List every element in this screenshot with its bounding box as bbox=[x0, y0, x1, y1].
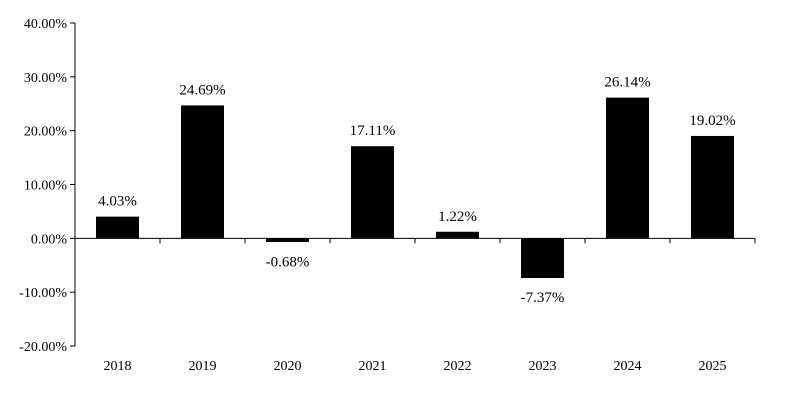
data-label-2025: 19.02% bbox=[689, 113, 735, 129]
x-tick-label: 2019 bbox=[189, 359, 217, 374]
data-label-2020: -0.68% bbox=[266, 254, 310, 270]
data-label-2018: 4.03% bbox=[98, 194, 137, 210]
x-tick-label: 2023 bbox=[529, 359, 557, 374]
bar-2022 bbox=[436, 231, 479, 239]
bar-2018 bbox=[96, 216, 139, 239]
bar-2023 bbox=[521, 238, 564, 279]
x-tick-label: 2018 bbox=[104, 359, 132, 374]
y-tick-label: -10.00% bbox=[19, 286, 67, 301]
data-label-2023: -7.37% bbox=[521, 290, 565, 306]
x-tick-label: 2022 bbox=[444, 359, 472, 374]
bar-2021 bbox=[351, 146, 394, 239]
data-labels: 4.03% 24.69% -0.68% 17.11% 1.22% -7.37% 26.14%… bbox=[98, 75, 736, 306]
data-label-2022: 1.22% bbox=[438, 209, 477, 225]
data-label-2024: 26.14% bbox=[604, 75, 650, 91]
x-tick-label: 2020 bbox=[274, 359, 302, 374]
x-axis: 2018 2019 2020 2021 2022 2023 2024 2025 bbox=[74, 237, 756, 374]
y-tick-label: 20.00% bbox=[24, 125, 68, 140]
bar-2024 bbox=[606, 97, 649, 239]
y-tick-label: 40.00% bbox=[24, 17, 68, 32]
y-axis: 40.00% 30.00% 20.00% 10.00% 0.00% -10.00% -20.… bbox=[19, 17, 76, 355]
bar-2025 bbox=[691, 135, 734, 239]
bars bbox=[96, 97, 734, 279]
x-tick-label: 2024 bbox=[614, 359, 642, 374]
y-tick-label: 10.00% bbox=[24, 179, 68, 194]
bar-2019 bbox=[181, 105, 224, 239]
data-label-2019: 24.69% bbox=[179, 82, 225, 98]
x-tick-label: 2021 bbox=[359, 359, 387, 374]
y-tick-label: 30.00% bbox=[24, 71, 68, 86]
y-tick-label: 0.00% bbox=[31, 232, 68, 247]
x-tick-label: 2025 bbox=[699, 359, 727, 374]
data-label-2021: 17.11% bbox=[350, 123, 396, 139]
bar-2020 bbox=[266, 238, 309, 242]
y-tick-label: -20.00% bbox=[19, 340, 67, 355]
